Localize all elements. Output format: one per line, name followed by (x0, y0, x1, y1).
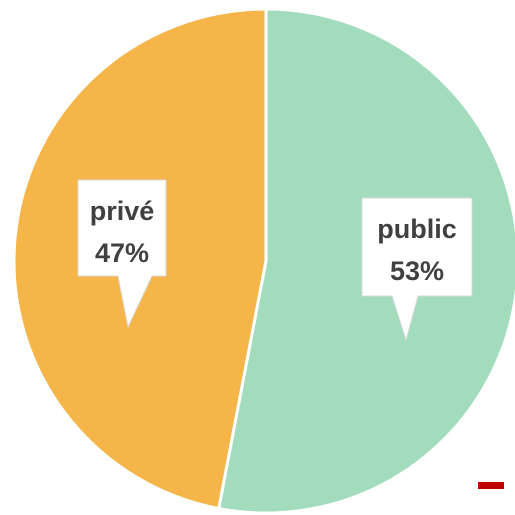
data-label-value: 53% (390, 256, 444, 286)
data-label-category: public (377, 214, 457, 244)
data-label-category: privé (90, 196, 155, 226)
pie-data-labels: privé 47% public 53% (77, 179, 473, 342)
data-label-public: public 53% (361, 197, 473, 342)
data-label-value: 47% (95, 238, 149, 268)
corner-marker (478, 482, 504, 489)
callout-box (77, 179, 167, 329)
callout-box (361, 197, 473, 342)
data-label-prive: privé 47% (77, 179, 167, 329)
